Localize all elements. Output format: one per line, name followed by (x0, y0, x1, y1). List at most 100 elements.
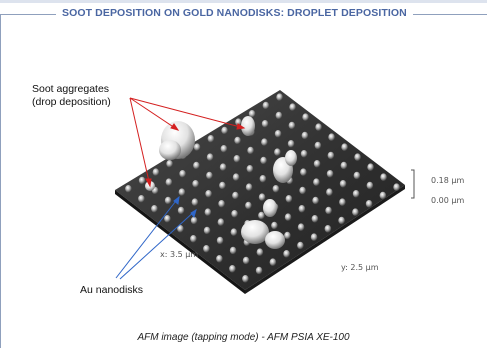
nanodisk-grid (125, 93, 400, 283)
nanodisk-bump (289, 103, 296, 111)
nanodisk-bump (299, 186, 306, 195)
nanodisk-bump (206, 171, 213, 180)
nanodisk-bump (177, 206, 185, 215)
nanodisk-bump (341, 143, 348, 151)
nanodisk-bump (138, 176, 146, 185)
nanodisk-bump (354, 153, 361, 161)
nanodisk-bump (219, 181, 226, 190)
nanodisk-bump (327, 151, 335, 160)
z-scale-bracket (411, 169, 415, 199)
nanodisk-bump (166, 160, 173, 168)
nanodisk-bump (218, 200, 225, 208)
nanodisk-bump (301, 131, 309, 140)
nanodisk-bump (231, 210, 238, 218)
nanodisk-bump (312, 196, 319, 205)
nanodisk-bump (326, 188, 333, 196)
nanodisk-bump (284, 213, 292, 221)
nanodisk-bump (284, 231, 291, 240)
nanodisk-bump (287, 140, 295, 148)
nanodisk-bump (125, 185, 132, 193)
nanodisk-bump (352, 208, 359, 216)
surface-edge-right (245, 185, 405, 294)
x-axis-label: x: 3.5 µm (160, 250, 199, 259)
au-arrows (115, 195, 197, 280)
nanodisk-bump (302, 113, 309, 121)
nanodisk-bump (393, 183, 400, 191)
nanodisk-bump (283, 250, 290, 258)
nanodisk-bump (380, 173, 387, 181)
surface-plane (115, 90, 405, 290)
nanodisk-bump (232, 173, 240, 181)
nanodisk-bump (179, 170, 186, 178)
nanodisk-bump (325, 206, 332, 215)
z-scale-bottom-label: 0.00 µm (431, 196, 465, 205)
soot-peaks (145, 116, 297, 249)
nanodisk-bump (190, 235, 197, 243)
nanodisk-bump (262, 101, 270, 110)
nanodisk-bump (324, 225, 332, 233)
nanodisk-bump (216, 236, 224, 245)
nanodisk-bump (204, 208, 212, 216)
nanodisk-bump (205, 190, 212, 198)
nanodisk-bump (274, 148, 281, 156)
nanodisk-bump (234, 136, 241, 145)
nanodisk-bump (235, 118, 242, 126)
nanodisk-bump (367, 163, 374, 171)
nanodisk-bump (193, 143, 201, 151)
nanodisk-bump (326, 170, 334, 178)
nanodisk-bump (230, 228, 238, 236)
nanodisk-bump (260, 156, 267, 165)
nanodisk-bump (229, 246, 237, 255)
nanodisk-bump (255, 266, 263, 275)
nanodisk-bump (300, 150, 308, 158)
nanodisk-bump (216, 254, 223, 263)
nanodisk-bump (221, 126, 228, 135)
nanodisk-bump (258, 193, 266, 201)
nanodisk-bump (217, 218, 225, 226)
nanodisk-bump (178, 188, 186, 196)
soot-annotation-line1: Soot aggregates (32, 83, 110, 95)
nanodisk-bump (258, 211, 265, 220)
nanodisk-bump (339, 180, 347, 188)
nanodisk-bump (245, 183, 253, 191)
nanodisk-bump (288, 121, 296, 130)
nanodisk-bump (164, 215, 171, 223)
nanodisk-bump (379, 191, 387, 200)
nanodisk-bump (256, 248, 264, 256)
top-rule (0, 0, 487, 3)
nanodisk-bump (247, 146, 254, 155)
nanodisk-bump (242, 275, 249, 283)
soot-annotation-line2: (drop deposition) (32, 96, 111, 108)
nanodisk-bump (190, 216, 198, 225)
nanodisk-bump (246, 165, 254, 173)
au-annotation: Au nanodisks (80, 284, 144, 296)
nanodisk-bump (203, 245, 210, 253)
nanodisk-bump (300, 168, 307, 176)
nanodisk-bump (297, 241, 304, 250)
nanodisk-bump (232, 191, 239, 200)
nanodisk-bump (229, 265, 236, 273)
nanodisk-bump (365, 200, 373, 208)
nanodisk-bump (177, 225, 184, 233)
nanodisk-bump (328, 133, 335, 141)
nanodisk-bump (271, 221, 278, 230)
nanodisk-bump (152, 168, 160, 176)
nanodisk-bump (315, 123, 322, 131)
nanodisk-bump (151, 205, 158, 213)
soot-arrows (129, 97, 246, 188)
nanodisk-bump (164, 196, 172, 205)
nanodisk-bump (366, 181, 374, 190)
nanodisk-bump (272, 185, 280, 193)
nanodisk-bump (165, 178, 173, 186)
soot-annotation: Soot aggregates (drop deposition) (32, 83, 111, 109)
surface-edge-left (115, 190, 245, 294)
title-rule-right (468, 14, 487, 15)
nanodisk-bump (193, 161, 200, 170)
nanodisk-bump (353, 171, 361, 180)
nanodisk-bump (192, 180, 199, 188)
nanodisk-bump (138, 195, 145, 203)
nanodisk-bump (285, 195, 293, 203)
nanodisk-bump (340, 161, 348, 170)
soot-peak (263, 199, 277, 217)
